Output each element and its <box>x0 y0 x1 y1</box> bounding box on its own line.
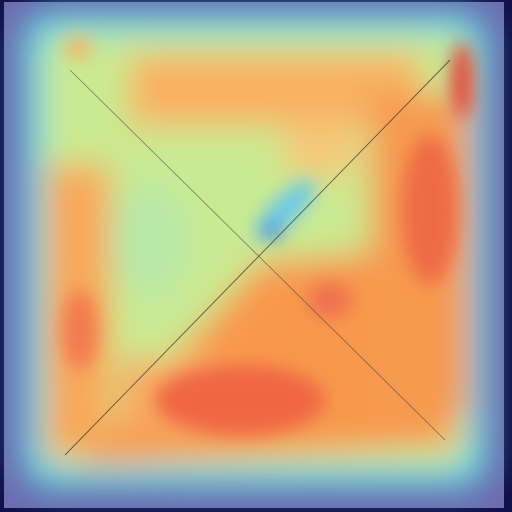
hot-spot <box>155 365 325 435</box>
hot-spot <box>62 290 98 370</box>
upper-mid <box>280 120 360 180</box>
cool-spot <box>255 180 315 240</box>
hot-layer <box>62 38 473 435</box>
diagonal-line <box>69 69 446 441</box>
left-cool <box>110 180 190 300</box>
hot-spot <box>451 42 473 118</box>
hot-spot <box>308 282 352 318</box>
diagonal-line <box>64 59 451 456</box>
hot-spot <box>402 135 458 285</box>
warm-spot <box>64 38 92 58</box>
cool-core <box>262 225 282 239</box>
